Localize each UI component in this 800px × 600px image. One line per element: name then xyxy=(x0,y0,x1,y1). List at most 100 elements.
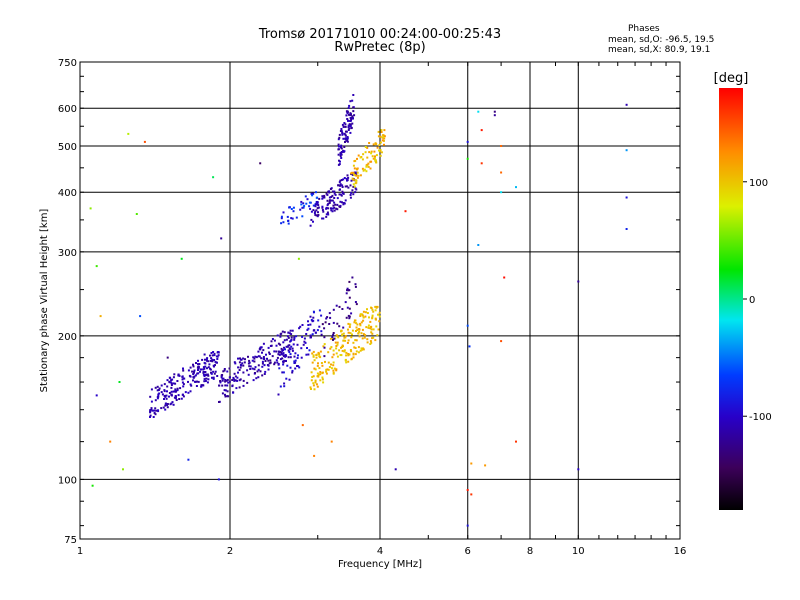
data-point xyxy=(242,364,245,367)
data-point xyxy=(241,362,244,365)
data-point xyxy=(350,336,353,339)
data-point xyxy=(356,176,359,179)
data-point xyxy=(177,394,180,397)
data-point xyxy=(288,206,291,209)
data-point xyxy=(338,349,341,352)
data-point xyxy=(325,213,328,216)
data-point xyxy=(204,358,206,361)
data-point xyxy=(327,202,330,205)
data-point xyxy=(341,334,344,337)
data-point xyxy=(370,150,373,153)
data-point xyxy=(339,130,342,132)
data-point xyxy=(310,218,313,221)
data-point xyxy=(162,406,165,409)
data-point xyxy=(109,440,112,443)
data-point xyxy=(283,331,286,334)
data-point xyxy=(354,171,357,174)
data-point xyxy=(271,338,274,340)
data-point xyxy=(351,177,354,180)
data-point xyxy=(325,370,328,373)
data-point xyxy=(282,211,285,214)
data-point xyxy=(333,206,336,209)
data-point xyxy=(348,317,351,320)
data-point xyxy=(315,191,317,194)
data-point xyxy=(197,367,200,370)
data-point xyxy=(182,385,185,388)
data-point xyxy=(370,325,372,328)
data-point xyxy=(165,394,168,397)
data-point xyxy=(173,396,176,399)
data-point xyxy=(330,367,333,370)
data-point xyxy=(344,185,347,188)
data-point xyxy=(289,356,292,359)
data-point xyxy=(187,380,189,383)
data-point xyxy=(373,157,376,160)
data-point xyxy=(280,215,283,218)
data-point xyxy=(95,394,98,397)
data-point xyxy=(364,334,367,337)
data-point xyxy=(273,363,276,366)
data-point xyxy=(332,353,335,356)
data-point xyxy=(354,353,357,356)
data-point xyxy=(341,349,344,352)
data-point xyxy=(343,146,346,148)
stats-x-mode: mean, sd,X: 80.9, 19.1 xyxy=(608,45,711,55)
data-point xyxy=(300,347,303,350)
data-point xyxy=(213,359,216,361)
data-point xyxy=(206,357,209,360)
data-point xyxy=(233,372,236,375)
data-point xyxy=(350,350,353,353)
data-point xyxy=(189,366,192,369)
data-point xyxy=(369,343,372,345)
data-point xyxy=(205,358,208,361)
data-point xyxy=(362,333,365,336)
data-points xyxy=(89,94,628,527)
data-point xyxy=(354,191,357,194)
data-point xyxy=(203,361,206,364)
data-point xyxy=(321,205,324,208)
data-point xyxy=(155,409,158,412)
data-point xyxy=(321,371,324,374)
data-point xyxy=(290,339,292,342)
data-point xyxy=(347,314,350,317)
data-point xyxy=(370,328,373,331)
data-point xyxy=(202,384,205,387)
data-point xyxy=(202,370,205,373)
data-point xyxy=(307,324,310,326)
data-point xyxy=(181,375,184,378)
data-point xyxy=(223,369,226,372)
data-point xyxy=(353,185,356,188)
data-point xyxy=(317,206,320,209)
data-point xyxy=(283,385,286,388)
data-point xyxy=(325,368,328,371)
data-point xyxy=(350,179,353,182)
data-point xyxy=(338,305,341,308)
data-point xyxy=(296,365,298,367)
data-point xyxy=(314,368,317,371)
data-point xyxy=(326,199,329,202)
data-point xyxy=(315,196,318,199)
data-point xyxy=(332,364,335,367)
data-point xyxy=(348,104,351,107)
data-point xyxy=(231,379,234,381)
data-point xyxy=(347,289,350,292)
data-point xyxy=(280,222,283,225)
data-point xyxy=(347,186,350,189)
y-tick-label: 750 xyxy=(58,58,77,69)
data-point xyxy=(354,339,357,342)
data-point xyxy=(356,171,359,174)
data-point xyxy=(261,365,264,368)
data-point xyxy=(326,193,329,196)
y-tick-label: 200 xyxy=(58,332,77,343)
data-point xyxy=(287,349,290,352)
data-point xyxy=(338,133,341,136)
data-point xyxy=(379,154,382,157)
data-point xyxy=(238,386,241,389)
data-point xyxy=(326,211,329,214)
data-point xyxy=(346,306,349,309)
data-point xyxy=(353,167,356,170)
data-point xyxy=(315,353,318,356)
data-point xyxy=(226,370,229,373)
data-point xyxy=(152,416,155,418)
data-point xyxy=(352,94,355,96)
